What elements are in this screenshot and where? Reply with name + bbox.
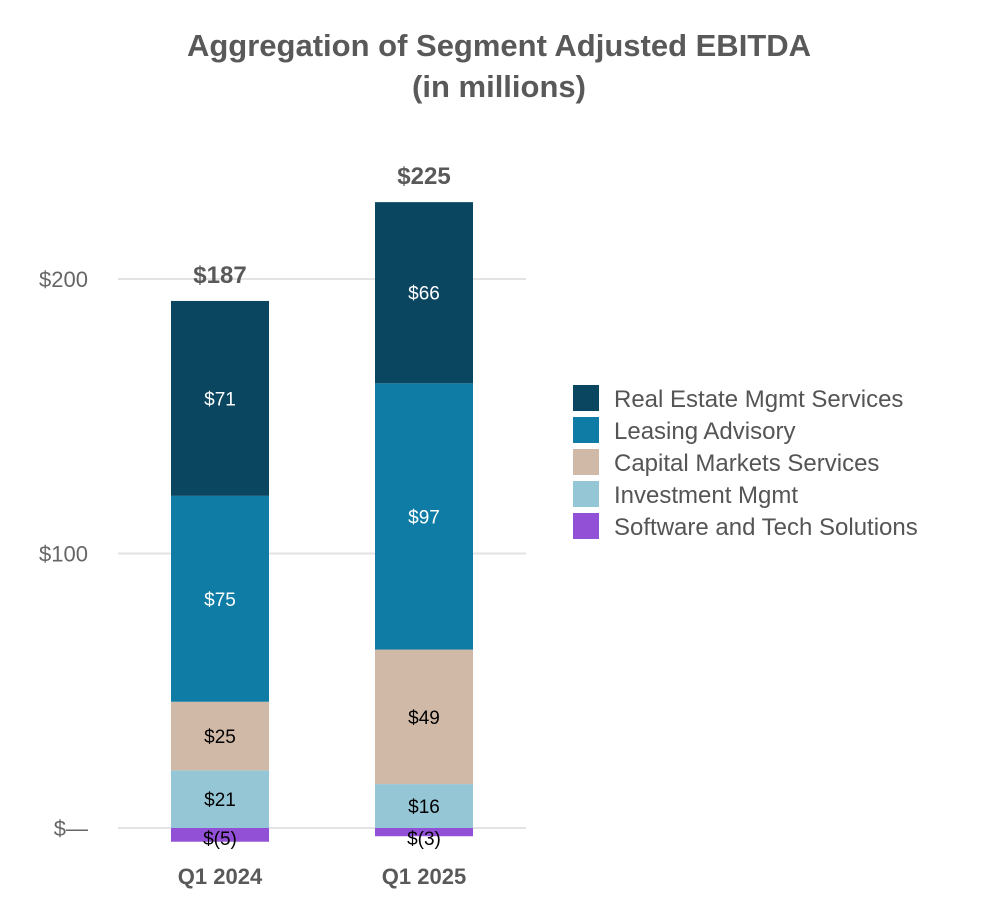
segment-value-label: $75	[204, 590, 236, 611]
legend-swatch	[573, 417, 599, 443]
bar-segment	[171, 495, 269, 702]
legend-swatch	[573, 481, 599, 507]
segment-value-label: $97	[408, 507, 440, 528]
segment-value-label: $71	[204, 389, 236, 410]
legend-item: Capital Markets Services	[573, 449, 879, 477]
segment-value-label: $49	[408, 708, 440, 729]
legend-label: Leasing Advisory	[614, 418, 795, 445]
legend-item: Investment Mgmt	[573, 481, 798, 509]
segment-value-label: $25	[204, 727, 236, 748]
legend-swatch	[573, 513, 599, 539]
y-tick-label: $100	[39, 542, 88, 567]
bar-segment	[375, 649, 473, 785]
legend-label: Software and Tech Solutions	[614, 514, 918, 541]
legend-label: Investment Mgmt	[614, 482, 798, 509]
chart-title: Aggregation of Segment Adjusted EBITDA	[187, 28, 811, 63]
bar-segment	[171, 300, 269, 496]
bar-segment	[171, 770, 269, 828]
legend-label: Real Estate Mgmt Services	[614, 386, 903, 413]
y-tick-label: $200	[39, 267, 88, 292]
segment-value-label: $21	[204, 790, 236, 811]
segment-value-label: $(5)	[203, 829, 237, 850]
legend-item: Leasing Advisory	[573, 417, 795, 445]
legend-item: Software and Tech Solutions	[573, 513, 918, 541]
bar-segment	[171, 701, 269, 771]
bar-segment	[375, 784, 473, 828]
segment-value-label: $16	[408, 797, 440, 818]
bar-segment	[375, 828, 473, 837]
total-label: $225	[397, 163, 450, 190]
bar-segment	[171, 828, 269, 842]
y-tick-label: $—	[54, 816, 88, 841]
legend-swatch	[573, 449, 599, 475]
x-category-label: Q1 2024	[178, 864, 263, 889]
segment-value-label: $(3)	[407, 829, 441, 850]
legend-swatch	[573, 385, 599, 411]
legend-label: Capital Markets Services	[614, 450, 879, 477]
x-category-label: Q1 2025	[382, 864, 466, 889]
total-label: $187	[193, 262, 246, 289]
chart-subtitle: (in millions)	[412, 69, 586, 104]
bar-segment	[375, 383, 473, 650]
legend-item: Real Estate Mgmt Services	[573, 385, 903, 413]
bar-segment	[375, 202, 473, 384]
segment-value-label: $66	[408, 284, 440, 305]
